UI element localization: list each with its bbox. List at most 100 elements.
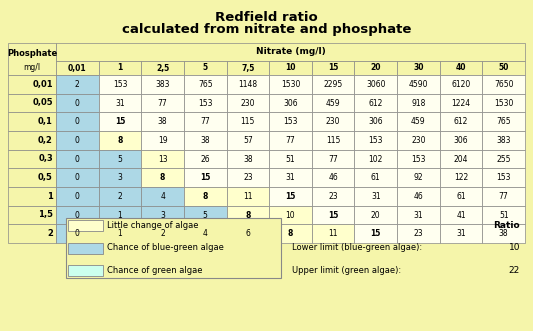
Text: 31: 31	[286, 173, 295, 182]
Bar	[99, 206, 141, 224]
Text: 15: 15	[285, 192, 296, 201]
Bar	[56, 224, 99, 243]
Bar	[397, 94, 440, 112]
Bar	[68, 265, 103, 276]
Bar	[99, 131, 141, 150]
Text: 115: 115	[326, 136, 341, 145]
Text: 306: 306	[454, 136, 469, 145]
Text: 1: 1	[47, 192, 53, 201]
Text: 51: 51	[499, 211, 508, 219]
Text: 230: 230	[326, 117, 341, 126]
Bar	[312, 61, 354, 75]
Text: 0,05: 0,05	[33, 99, 53, 108]
Text: 23: 23	[243, 173, 253, 182]
Text: 3060: 3060	[366, 80, 385, 89]
Bar	[312, 131, 354, 150]
Text: 0,01: 0,01	[33, 80, 53, 89]
Bar	[8, 75, 56, 94]
Text: 50: 50	[498, 64, 509, 72]
Bar	[354, 112, 397, 131]
Text: 77: 77	[328, 155, 338, 164]
Bar	[8, 206, 56, 224]
Text: 40: 40	[456, 64, 466, 72]
Bar	[482, 224, 525, 243]
Text: 1: 1	[118, 229, 123, 238]
Text: 8: 8	[160, 173, 165, 182]
Bar	[227, 131, 269, 150]
Text: 102: 102	[369, 155, 383, 164]
Bar	[269, 206, 312, 224]
Text: 0: 0	[75, 173, 80, 182]
Bar	[397, 131, 440, 150]
Text: 51: 51	[286, 155, 295, 164]
Text: 31: 31	[371, 192, 381, 201]
Bar	[269, 112, 312, 131]
Text: 92: 92	[414, 173, 423, 182]
Bar	[184, 94, 227, 112]
Bar	[312, 94, 354, 112]
Bar	[440, 187, 482, 206]
Bar	[227, 112, 269, 131]
Text: 0: 0	[75, 229, 80, 238]
Text: Upper limit (green algae):: Upper limit (green algae):	[292, 266, 401, 275]
Bar	[184, 168, 227, 187]
Text: 10: 10	[508, 244, 520, 253]
Bar	[184, 187, 227, 206]
Text: 153: 153	[283, 117, 298, 126]
Bar	[184, 224, 227, 243]
Bar	[269, 224, 312, 243]
Bar	[8, 43, 56, 75]
Text: 1148: 1148	[238, 80, 257, 89]
Bar	[440, 75, 482, 94]
Text: 46: 46	[328, 173, 338, 182]
Text: 383: 383	[155, 80, 170, 89]
Bar	[56, 187, 99, 206]
Bar	[227, 206, 269, 224]
Bar	[482, 112, 525, 131]
Bar	[354, 61, 397, 75]
Bar	[184, 112, 227, 131]
Text: mg/l: mg/l	[23, 64, 41, 72]
Bar	[99, 224, 141, 243]
Bar	[440, 150, 482, 168]
Bar	[440, 94, 482, 112]
Bar	[482, 168, 525, 187]
Text: 41: 41	[456, 211, 466, 219]
Text: 0: 0	[75, 117, 80, 126]
Text: 57: 57	[243, 136, 253, 145]
Bar	[8, 224, 56, 243]
Text: 77: 77	[200, 117, 210, 126]
Bar	[141, 112, 184, 131]
Bar	[397, 168, 440, 187]
Bar	[99, 150, 141, 168]
Text: 0: 0	[75, 155, 80, 164]
Text: 38: 38	[499, 229, 508, 238]
Text: 0,3: 0,3	[38, 155, 53, 164]
Bar	[312, 206, 354, 224]
Bar	[56, 168, 99, 187]
Bar	[269, 150, 312, 168]
Text: 1530: 1530	[494, 99, 513, 108]
Bar	[440, 112, 482, 131]
Text: 8: 8	[203, 192, 208, 201]
Text: 20: 20	[371, 211, 381, 219]
Text: 0,1: 0,1	[38, 117, 53, 126]
Text: 7650: 7650	[494, 80, 513, 89]
Bar	[269, 61, 312, 75]
Bar	[269, 187, 312, 206]
Text: 612: 612	[454, 117, 468, 126]
Text: 204: 204	[454, 155, 469, 164]
Text: 8: 8	[245, 211, 251, 219]
Text: Nitrate (mg/l): Nitrate (mg/l)	[256, 48, 325, 57]
Bar	[227, 187, 269, 206]
Bar	[354, 75, 397, 94]
Bar	[482, 75, 525, 94]
Bar	[56, 43, 525, 61]
Text: 23: 23	[414, 229, 423, 238]
Text: 2,5: 2,5	[156, 64, 169, 72]
Text: 4: 4	[160, 192, 165, 201]
Text: 15: 15	[200, 173, 211, 182]
Text: 918: 918	[411, 99, 425, 108]
Text: 30: 30	[413, 64, 424, 72]
Text: 2: 2	[47, 229, 53, 238]
